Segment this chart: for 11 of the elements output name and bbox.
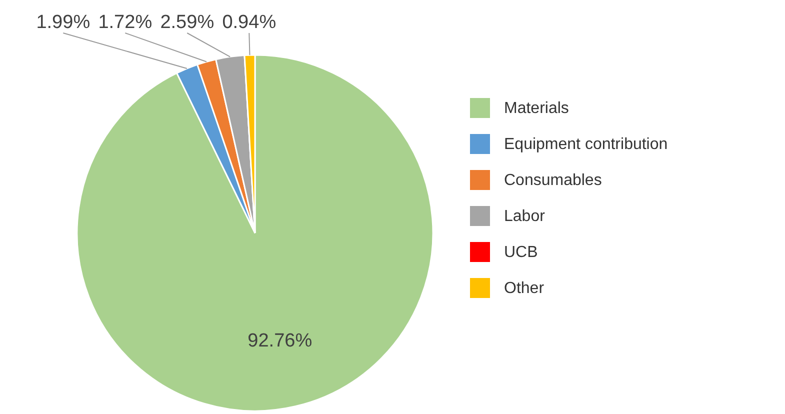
data-label: 2.59%	[160, 12, 214, 33]
legend-label: Other	[504, 280, 545, 297]
data-label: 1.99%	[36, 12, 90, 33]
legend-label: Equipment contribution	[504, 136, 668, 153]
legend-label: Materials	[504, 100, 569, 117]
legend-label: Labor	[504, 208, 546, 225]
legend-label: UCB	[504, 244, 538, 261]
legend-label: Consumables	[504, 172, 602, 189]
data-label: 1.72%	[98, 12, 152, 33]
data-label: 92.76%	[248, 330, 312, 352]
data-label: 0.94%	[222, 12, 276, 33]
